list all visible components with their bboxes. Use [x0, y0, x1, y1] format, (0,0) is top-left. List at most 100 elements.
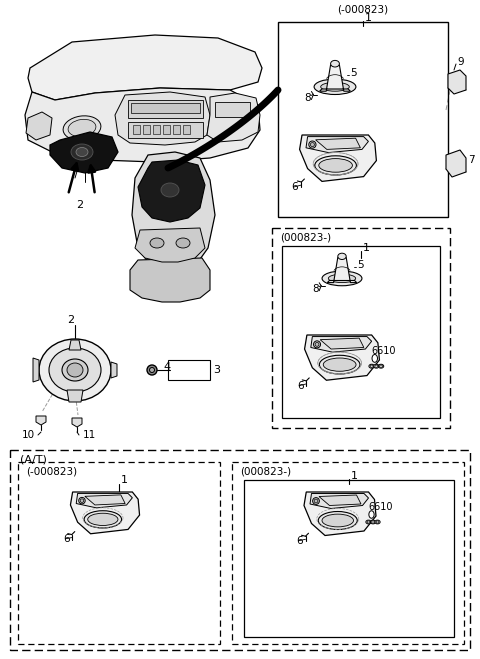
Polygon shape: [448, 70, 466, 94]
Ellipse shape: [314, 79, 356, 94]
Ellipse shape: [79, 498, 85, 504]
Ellipse shape: [375, 520, 380, 524]
Text: 6: 6: [63, 534, 70, 544]
Text: 1: 1: [351, 471, 358, 481]
Ellipse shape: [367, 521, 370, 523]
Ellipse shape: [63, 116, 101, 140]
Polygon shape: [76, 494, 132, 508]
Ellipse shape: [328, 274, 356, 283]
Polygon shape: [316, 138, 360, 150]
Ellipse shape: [84, 511, 121, 528]
Text: 10: 10: [22, 430, 35, 440]
Ellipse shape: [319, 159, 352, 172]
Polygon shape: [85, 495, 125, 505]
Text: 1: 1: [363, 243, 370, 253]
Polygon shape: [69, 340, 81, 350]
Ellipse shape: [379, 365, 383, 367]
Text: 6610: 6610: [372, 345, 396, 356]
Text: 8: 8: [304, 93, 311, 103]
Bar: [163, 125, 170, 134]
Bar: [168, 360, 210, 380]
Ellipse shape: [62, 359, 88, 381]
Polygon shape: [446, 150, 466, 177]
Ellipse shape: [313, 341, 321, 348]
Polygon shape: [306, 136, 369, 153]
Bar: [133, 125, 140, 134]
Text: 3: 3: [213, 365, 220, 375]
Ellipse shape: [338, 253, 346, 260]
Ellipse shape: [321, 82, 349, 91]
Ellipse shape: [370, 365, 373, 367]
Text: 4: 4: [163, 362, 170, 372]
Polygon shape: [26, 112, 52, 140]
Bar: [143, 125, 150, 134]
Polygon shape: [33, 358, 39, 382]
Polygon shape: [71, 492, 140, 534]
Bar: [244, 480, 454, 637]
Text: (-000823): (-000823): [337, 5, 389, 15]
Text: 9: 9: [457, 57, 464, 67]
Ellipse shape: [366, 520, 371, 524]
Polygon shape: [67, 390, 83, 402]
Ellipse shape: [331, 61, 339, 67]
Text: 1: 1: [121, 475, 128, 485]
Bar: [183, 125, 190, 134]
Ellipse shape: [378, 364, 384, 368]
Text: 5: 5: [350, 67, 357, 78]
Bar: [215, 102, 250, 117]
Text: 1: 1: [365, 13, 372, 23]
Text: 6: 6: [291, 182, 298, 192]
Polygon shape: [132, 152, 215, 268]
Polygon shape: [327, 258, 357, 283]
Polygon shape: [28, 35, 262, 100]
Ellipse shape: [315, 156, 356, 175]
Ellipse shape: [76, 148, 88, 156]
Ellipse shape: [315, 343, 319, 347]
Polygon shape: [130, 258, 210, 302]
Polygon shape: [111, 362, 117, 378]
Ellipse shape: [324, 358, 356, 371]
Bar: [128, 122, 203, 138]
Ellipse shape: [369, 511, 374, 518]
Polygon shape: [319, 495, 361, 505]
Bar: [282, 246, 440, 418]
Bar: [131, 103, 200, 113]
Text: (-000823): (-000823): [26, 467, 77, 477]
Text: 7: 7: [468, 155, 475, 165]
Bar: [232, 462, 464, 644]
Polygon shape: [25, 88, 260, 162]
Polygon shape: [320, 338, 364, 349]
Ellipse shape: [150, 238, 164, 248]
Ellipse shape: [49, 348, 101, 392]
Ellipse shape: [318, 511, 357, 529]
Bar: [10, 450, 470, 650]
Polygon shape: [304, 335, 379, 380]
Ellipse shape: [322, 271, 362, 286]
Polygon shape: [300, 135, 376, 181]
Text: 6610: 6610: [369, 502, 393, 512]
Ellipse shape: [372, 521, 374, 523]
Ellipse shape: [39, 339, 111, 401]
Ellipse shape: [149, 368, 155, 372]
Polygon shape: [320, 65, 350, 91]
Ellipse shape: [372, 355, 377, 362]
Text: 2: 2: [67, 315, 74, 325]
Ellipse shape: [373, 364, 379, 368]
Ellipse shape: [322, 514, 353, 527]
Bar: [278, 22, 448, 217]
Text: 2: 2: [76, 200, 83, 210]
Bar: [128, 100, 203, 118]
Ellipse shape: [147, 365, 157, 375]
Text: (A/T): (A/T): [20, 455, 47, 465]
Polygon shape: [207, 93, 260, 142]
Polygon shape: [36, 416, 46, 425]
Text: 11: 11: [83, 430, 96, 440]
Polygon shape: [304, 492, 376, 536]
Bar: [272, 228, 450, 428]
Bar: [173, 125, 180, 134]
Ellipse shape: [319, 355, 360, 374]
Ellipse shape: [71, 144, 93, 160]
Ellipse shape: [161, 183, 179, 197]
Ellipse shape: [68, 119, 96, 136]
Text: 6: 6: [297, 536, 303, 546]
